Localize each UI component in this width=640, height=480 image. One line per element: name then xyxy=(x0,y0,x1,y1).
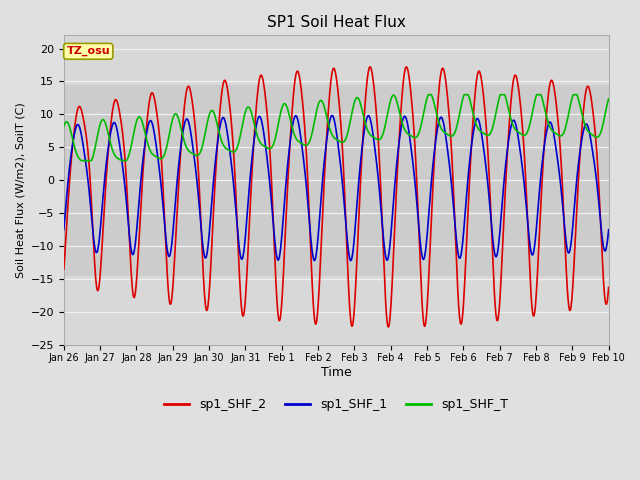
Title: SP1 Soil Heat Flux: SP1 Soil Heat Flux xyxy=(267,15,406,30)
X-axis label: Time: Time xyxy=(321,366,351,379)
Legend: sp1_SHF_2, sp1_SHF_1, sp1_SHF_T: sp1_SHF_2, sp1_SHF_1, sp1_SHF_T xyxy=(159,394,513,417)
Bar xyxy=(64,85,609,276)
Text: TZ_osu: TZ_osu xyxy=(67,46,110,57)
Y-axis label: Soil Heat Flux (W/m2), SoilT (C): Soil Heat Flux (W/m2), SoilT (C) xyxy=(15,102,25,278)
